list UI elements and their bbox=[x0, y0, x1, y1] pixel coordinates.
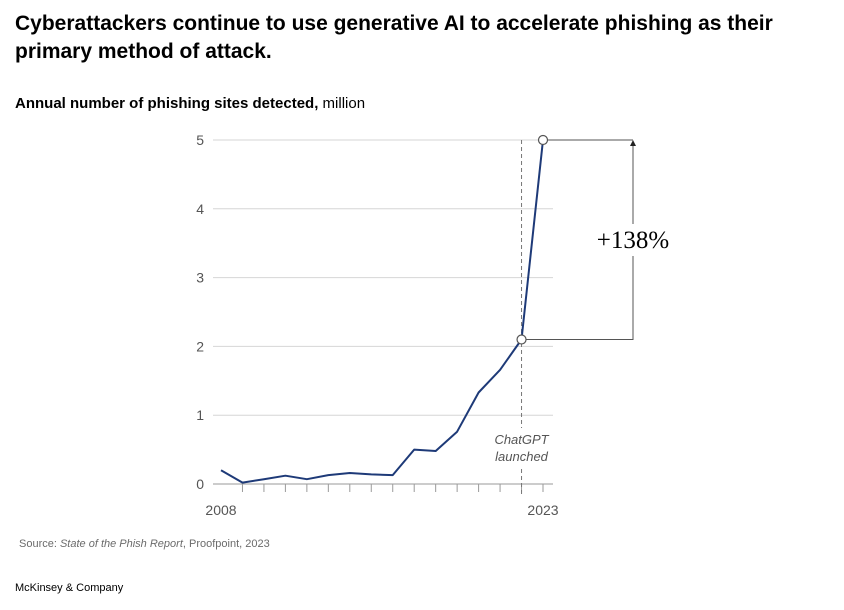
event-label-line2: launched bbox=[495, 449, 549, 464]
source-suffix: , Proofpoint, 2023 bbox=[182, 538, 270, 550]
source-prefix: Source: bbox=[19, 538, 60, 550]
brand-name: McKinsey & Company bbox=[15, 582, 124, 594]
y-tick-label: 2 bbox=[196, 338, 204, 354]
change-label-background bbox=[588, 224, 678, 256]
x-axis: 2008 2023 bbox=[205, 483, 559, 518]
event-label-background bbox=[489, 428, 554, 466]
chart-subtitle: Annual number of phishing sites detected… bbox=[15, 95, 365, 112]
subtitle-unit: million bbox=[322, 95, 366, 112]
arrow-head bbox=[630, 140, 636, 146]
y-tick-label: 3 bbox=[196, 270, 204, 286]
event-label-line1: ChatGPT bbox=[494, 432, 549, 447]
series-layer bbox=[220, 139, 544, 484]
y-tick-labels: 0 1 2 3 4 5 bbox=[196, 132, 204, 492]
x-tick-label: 2023 bbox=[527, 502, 558, 518]
y-tick-label: 0 bbox=[196, 476, 204, 492]
y-tick-label: 4 bbox=[196, 201, 204, 217]
source-title: State of the Phish Report bbox=[59, 538, 183, 550]
chart-title: Cyberattackers continue to use generativ… bbox=[15, 12, 773, 63]
source-note: Source: State of the Phish Report, Proof… bbox=[19, 538, 270, 550]
bracket-lower bbox=[525, 146, 634, 341]
series-line bbox=[220, 139, 544, 484]
event-marker: ChatGPT launched bbox=[489, 140, 554, 494]
x-tick-label: 2008 bbox=[205, 502, 236, 518]
y-tick-label: 1 bbox=[196, 407, 204, 423]
change-label: +138% bbox=[597, 227, 669, 254]
end-point-marker bbox=[537, 134, 549, 146]
subtitle-metric: Annual number of phishing sites detected… bbox=[15, 95, 319, 112]
grid-lines bbox=[213, 139, 553, 416]
change-annotation: +138% bbox=[516, 134, 678, 345]
start-point-marker bbox=[516, 334, 527, 345]
y-tick-label: 5 bbox=[196, 132, 204, 148]
